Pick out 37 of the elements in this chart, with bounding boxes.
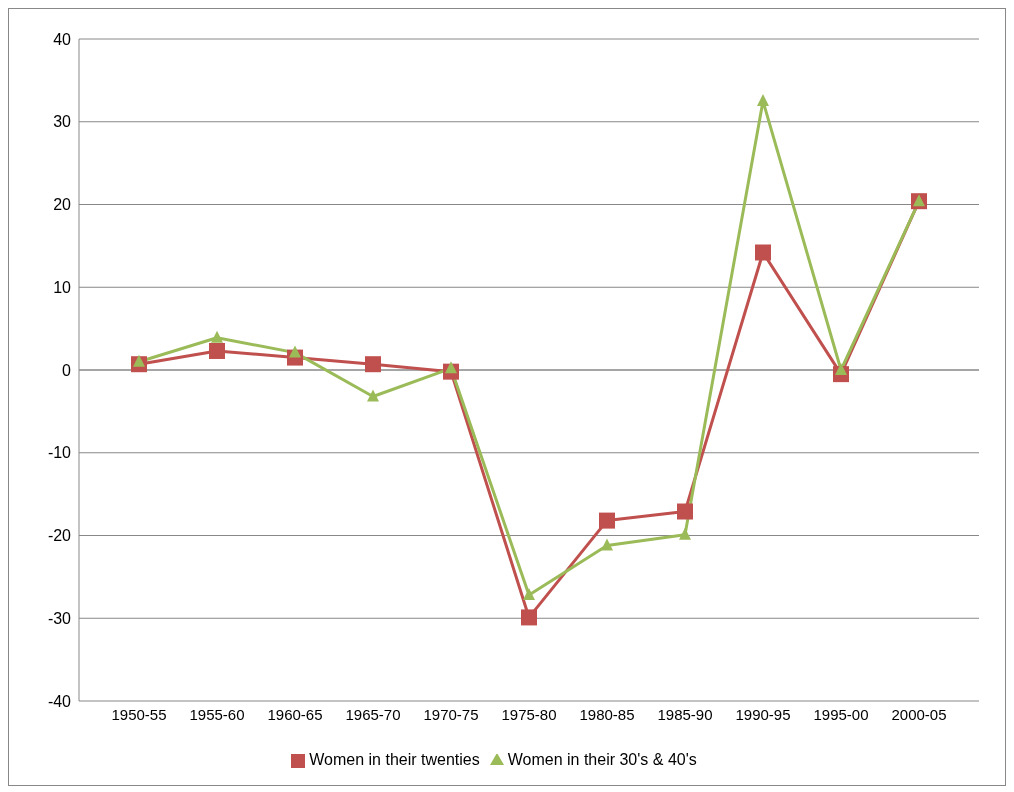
y-tick-label: -20 — [47, 527, 72, 545]
y-tick-label: 20 — [53, 196, 72, 214]
x-tick-label: 1965-70 — [345, 705, 401, 723]
x-tick-label: 1955-60 — [189, 705, 245, 723]
point — [521, 609, 537, 626]
x-tick-label: 1985-90 — [657, 705, 713, 723]
point — [289, 345, 301, 358]
x-tick-label: 2000-05 — [891, 705, 947, 723]
legend-label: Women in their 30's & 40's — [507, 751, 697, 768]
y-tick-label: -10 — [47, 444, 72, 462]
y-tick-label: 30 — [53, 113, 72, 131]
x-tick-label: 1960-65 — [267, 705, 323, 723]
x-tick-label: 1970-75 — [423, 705, 479, 723]
legend-label: Women in their twenties — [309, 751, 480, 768]
x-tick-label: 1990-95 — [735, 705, 791, 723]
point — [755, 244, 771, 261]
point — [133, 354, 145, 367]
point — [365, 356, 381, 373]
point — [601, 538, 613, 551]
point — [367, 389, 379, 402]
y-tick-label: 0 — [62, 361, 72, 379]
x-tick-label: 1995-00 — [813, 705, 869, 723]
point — [599, 512, 615, 529]
x-tick-label: 1980-85 — [579, 705, 635, 723]
point — [209, 342, 225, 359]
y-tick-label: -30 — [47, 609, 72, 627]
point — [211, 330, 223, 343]
point — [679, 527, 691, 540]
point — [757, 94, 769, 107]
point — [677, 503, 693, 520]
y-tick-label: 40 — [53, 30, 72, 48]
x-tick-label: 1950-55 — [111, 705, 167, 723]
y-tick-label: -40 — [47, 692, 72, 710]
x-tick-label: 1975-80 — [501, 705, 557, 723]
y-tick-label: 10 — [53, 278, 72, 296]
point — [445, 361, 457, 374]
point — [523, 588, 535, 601]
